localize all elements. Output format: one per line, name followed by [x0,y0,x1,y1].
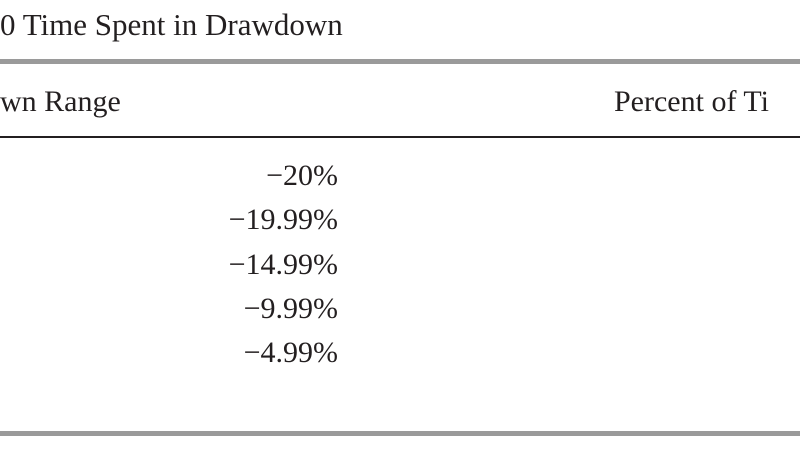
table-title: 0 Time Spent in Drawdown [0,7,343,42]
header-rule [0,136,800,138]
table-cell: −4.99% [243,336,338,369]
top-rule [0,59,800,64]
bottom-rule [0,431,800,436]
table-cell: −19.99% [228,203,338,236]
table-cell: −9.99% [243,292,338,325]
table-cell: −20% [266,159,338,192]
column-header: wn Range [0,85,121,118]
table-cell: −14.99% [228,248,338,281]
column-header: Percent of Ti [614,85,770,118]
